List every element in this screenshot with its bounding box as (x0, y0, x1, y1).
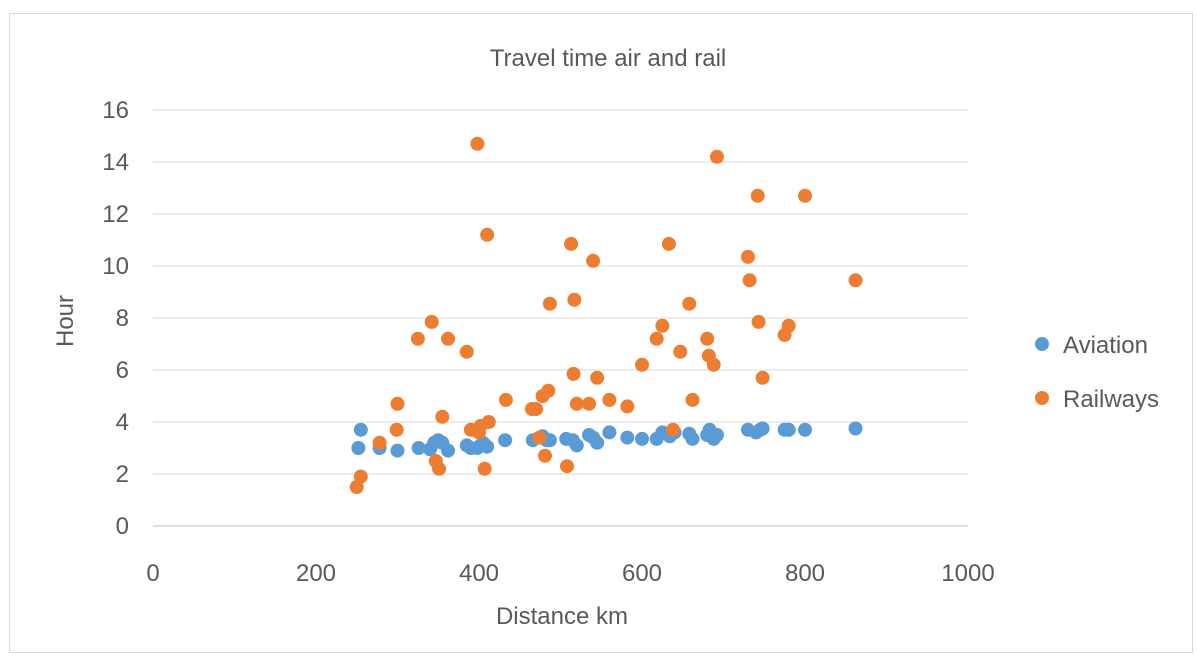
aviation-point (411, 441, 426, 455)
railways-point (353, 469, 368, 484)
y-tick-label: 4 (116, 409, 129, 436)
y-tick-labels: 0 2 4 6 8 10 12 14 16 (102, 97, 129, 540)
railways-point (655, 318, 670, 333)
railways-point (560, 459, 575, 474)
y-tick-label: 16 (102, 97, 129, 124)
aviation-point (620, 430, 635, 445)
railways-point (532, 430, 547, 445)
railways-point (649, 331, 664, 346)
x-tick-label: 600 (622, 560, 662, 587)
legend: Aviation Railways (1035, 332, 1159, 413)
railways-point (564, 236, 579, 251)
railways-point (569, 396, 584, 411)
chart-area: Travel time air and rail 0 2 4 6 8 10 12 14 16 0… (9, 13, 1193, 653)
railways-point (538, 448, 553, 463)
railways-point (441, 331, 456, 346)
aviation-point (781, 422, 796, 437)
railways-point (755, 370, 770, 385)
railways-point (542, 296, 557, 311)
legend-label-aviation: Aviation (1063, 332, 1148, 359)
railways-point (661, 236, 676, 251)
railways-point (848, 273, 863, 288)
railways-point (566, 366, 581, 381)
aviation-point (441, 443, 456, 458)
railways-point (673, 344, 688, 359)
x-tick-label: 1000 (941, 560, 994, 587)
gridlines (153, 109, 968, 527)
railways-point (740, 249, 755, 264)
railways-point (590, 370, 605, 385)
aviation-point (569, 438, 584, 453)
aviation-point (755, 421, 770, 436)
y-axis-title: Hour (52, 295, 79, 347)
legend-label-railways: Railways (1063, 386, 1159, 413)
aviation-point (498, 433, 513, 448)
aviation-point (390, 443, 405, 458)
aviation-point (602, 425, 617, 440)
railways-point (481, 415, 496, 429)
railways-point (635, 357, 649, 372)
aviation-point (685, 431, 700, 446)
railways-point (567, 292, 582, 307)
railways-point (602, 392, 617, 407)
railways-point (582, 396, 597, 411)
aviation-point (542, 433, 557, 448)
chart-title: Travel time air and rail (490, 45, 727, 72)
railways-point (751, 314, 766, 329)
railways-point (435, 409, 450, 424)
x-tick-label: 400 (459, 560, 499, 587)
railways-point (541, 383, 556, 398)
x-tick-labels: 0 200 400 600 800 1000 (146, 560, 994, 587)
railways-point (665, 422, 680, 437)
y-tick-label: 6 (116, 357, 129, 384)
x-tick-label: 200 (296, 560, 336, 587)
aviation-point (798, 422, 812, 437)
y-tick-label: 2 (116, 461, 129, 488)
aviation-point (480, 439, 495, 454)
legend-marker-aviation (1035, 337, 1049, 351)
railways-point (389, 422, 404, 437)
x-tick-label: 800 (785, 560, 825, 587)
aviation-point (590, 435, 605, 450)
aviation-point (351, 441, 366, 455)
railways-point (798, 188, 812, 203)
legend-marker-railways (1035, 391, 1049, 405)
x-axis-title: Distance km (496, 603, 628, 630)
railways-point (477, 461, 492, 476)
railways-point (706, 357, 721, 372)
aviation-point (635, 431, 649, 446)
railways-point (709, 149, 724, 164)
railways-point (498, 392, 513, 407)
aviation-point (848, 421, 863, 436)
railways-point (424, 314, 439, 329)
railways-point (620, 399, 635, 414)
railways-point (700, 331, 715, 346)
railways-point (459, 344, 474, 359)
railways-point (470, 136, 485, 151)
x-tick-label: 0 (146, 560, 159, 587)
data-points (349, 136, 863, 494)
aviation-point (353, 422, 368, 437)
railways-point (742, 273, 757, 288)
railways-point (480, 227, 495, 242)
aviation-point (709, 428, 724, 442)
y-tick-label: 14 (102, 149, 129, 176)
railways-point (682, 296, 697, 311)
y-tick-label: 10 (102, 253, 129, 280)
railways-point (372, 435, 387, 450)
railways-point (529, 402, 544, 416)
y-tick-label: 0 (116, 513, 129, 540)
railways-point (781, 318, 796, 333)
railways-point (685, 392, 700, 407)
railways-point (410, 331, 425, 346)
railways-point (750, 188, 765, 203)
scatter-chart: Travel time air and rail 0 2 4 6 8 10 12 14 16 0… (52, 45, 1159, 630)
y-tick-label: 12 (102, 201, 129, 228)
railways-point (432, 461, 447, 476)
railways-point (390, 396, 405, 411)
y-tick-label: 8 (116, 305, 129, 332)
railways-point (586, 253, 601, 268)
